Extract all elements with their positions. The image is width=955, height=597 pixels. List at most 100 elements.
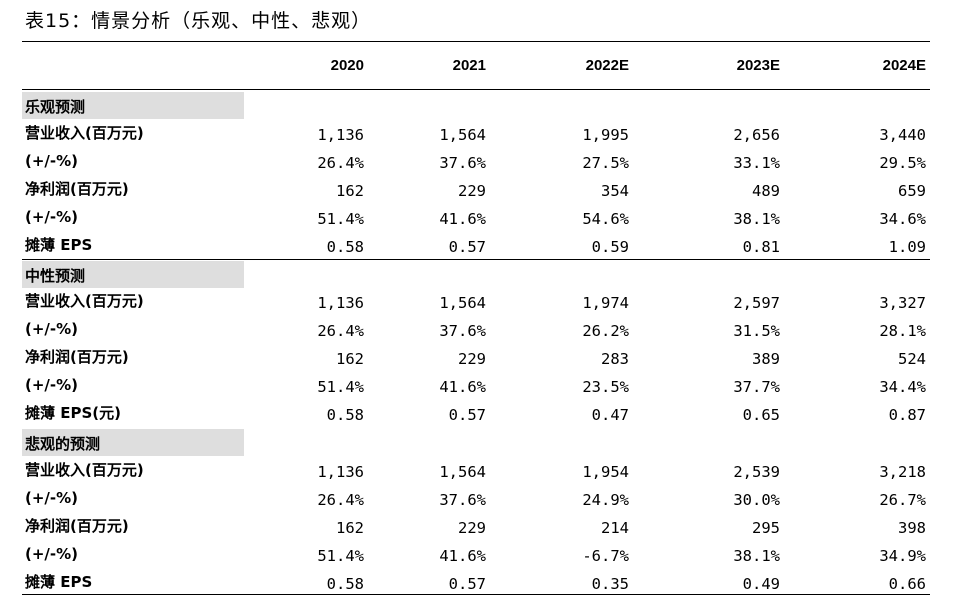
cell: 34.6%: [879, 210, 926, 228]
cell: 0.57: [448, 575, 486, 593]
year-2020: 2020: [330, 57, 364, 74]
section-title: 悲观的预测: [22, 429, 244, 456]
cell: 229: [458, 350, 486, 368]
cell: 54.6%: [582, 210, 629, 228]
cell: 283: [601, 350, 629, 368]
cell: 30.0%: [733, 491, 780, 509]
row-label: 营业收入(百万元): [25, 292, 144, 310]
row-label: (+/-%): [25, 489, 79, 507]
cell: 37.6%: [439, 322, 486, 340]
cell: 0.58: [326, 406, 364, 424]
cell: 2,597: [733, 294, 780, 312]
section-title: 中性预测: [22, 261, 244, 288]
row-label: 营业收入(百万元): [25, 124, 144, 142]
cell: 1,136: [317, 126, 364, 144]
row-label: (+/-%): [25, 208, 79, 226]
cell: 524: [898, 350, 926, 368]
cell: 489: [752, 182, 780, 200]
cell: 214: [601, 519, 629, 537]
cell: 354: [601, 182, 629, 200]
cell: 26.7%: [879, 491, 926, 509]
cell: 26.4%: [317, 154, 364, 172]
cell: 26.4%: [317, 322, 364, 340]
cell: 1,564: [439, 294, 486, 312]
cell: 2,539: [733, 463, 780, 481]
row-label: 摊薄 EPS: [25, 573, 93, 591]
cell: 1,954: [582, 463, 629, 481]
cell: 0.59: [591, 238, 629, 256]
row-label: (+/-%): [25, 376, 79, 394]
cell: 0.47: [591, 406, 629, 424]
cell: 659: [898, 182, 926, 200]
header-rule: [22, 89, 930, 90]
cell: -6.7%: [582, 547, 629, 565]
row-label: (+/-%): [25, 320, 79, 338]
cell: 31.5%: [733, 322, 780, 340]
cell: 24.9%: [582, 491, 629, 509]
cell: 398: [898, 519, 926, 537]
cell: 1,995: [582, 126, 629, 144]
cell: 0.57: [448, 406, 486, 424]
cell: 0.58: [326, 238, 364, 256]
cell: 51.4%: [317, 547, 364, 565]
year-2023e: 2023E: [736, 57, 780, 74]
cell: 37.7%: [733, 378, 780, 396]
cell: 0.65: [742, 406, 780, 424]
year-2022e: 2022E: [585, 57, 629, 74]
row-label: 净利润(百万元): [25, 517, 129, 535]
row-label: (+/-%): [25, 545, 79, 563]
cell: 0.66: [888, 575, 926, 593]
row-label: 摊薄 EPS(元): [25, 404, 121, 422]
cell: 229: [458, 182, 486, 200]
row-label: (+/-%): [25, 152, 79, 170]
cell: 23.5%: [582, 378, 629, 396]
cell: 41.6%: [439, 210, 486, 228]
cell: 1.09: [888, 238, 926, 256]
cell: 389: [752, 350, 780, 368]
cell: 162: [336, 519, 364, 537]
table-title: 表15：情景分析（乐观、中性、悲观）: [25, 10, 372, 32]
cell: 0.87: [888, 406, 926, 424]
cell: 1,564: [439, 463, 486, 481]
row-label: 摊薄 EPS: [25, 236, 93, 254]
cell: 3,440: [879, 126, 926, 144]
cell: 34.9%: [879, 547, 926, 565]
cell: 0.81: [742, 238, 780, 256]
cell: 2,656: [733, 126, 780, 144]
cell: 1,974: [582, 294, 629, 312]
section-rule: [22, 259, 930, 260]
year-2024e: 2024E: [882, 57, 926, 74]
cell: 38.1%: [733, 210, 780, 228]
cell: 26.4%: [317, 491, 364, 509]
row-label: 净利润(百万元): [25, 348, 129, 366]
cell: 0.49: [742, 575, 780, 593]
cell: 3,327: [879, 294, 926, 312]
cell: 51.4%: [317, 210, 364, 228]
cell: 295: [752, 519, 780, 537]
cell: 37.6%: [439, 491, 486, 509]
section-title: 乐观预测: [22, 92, 244, 119]
cell: 33.1%: [733, 154, 780, 172]
cell: 29.5%: [879, 154, 926, 172]
cell: 162: [336, 350, 364, 368]
cell: 1,136: [317, 463, 364, 481]
cell: 51.4%: [317, 378, 364, 396]
row-label: 净利润(百万元): [25, 180, 129, 198]
top-rule: [22, 41, 930, 42]
cell: 229: [458, 519, 486, 537]
cell: 162: [336, 182, 364, 200]
cell: 37.6%: [439, 154, 486, 172]
cell: 0.58: [326, 575, 364, 593]
cell: 1,136: [317, 294, 364, 312]
cell: 3,218: [879, 463, 926, 481]
cell: 1,564: [439, 126, 486, 144]
year-2021: 2021: [452, 57, 486, 74]
cell: 0.57: [448, 238, 486, 256]
cell: 27.5%: [582, 154, 629, 172]
cell: 28.1%: [879, 322, 926, 340]
cell: 26.2%: [582, 322, 629, 340]
cell: 38.1%: [733, 547, 780, 565]
row-label: 营业收入(百万元): [25, 461, 144, 479]
cell: 0.35: [591, 575, 629, 593]
cell: 41.6%: [439, 378, 486, 396]
